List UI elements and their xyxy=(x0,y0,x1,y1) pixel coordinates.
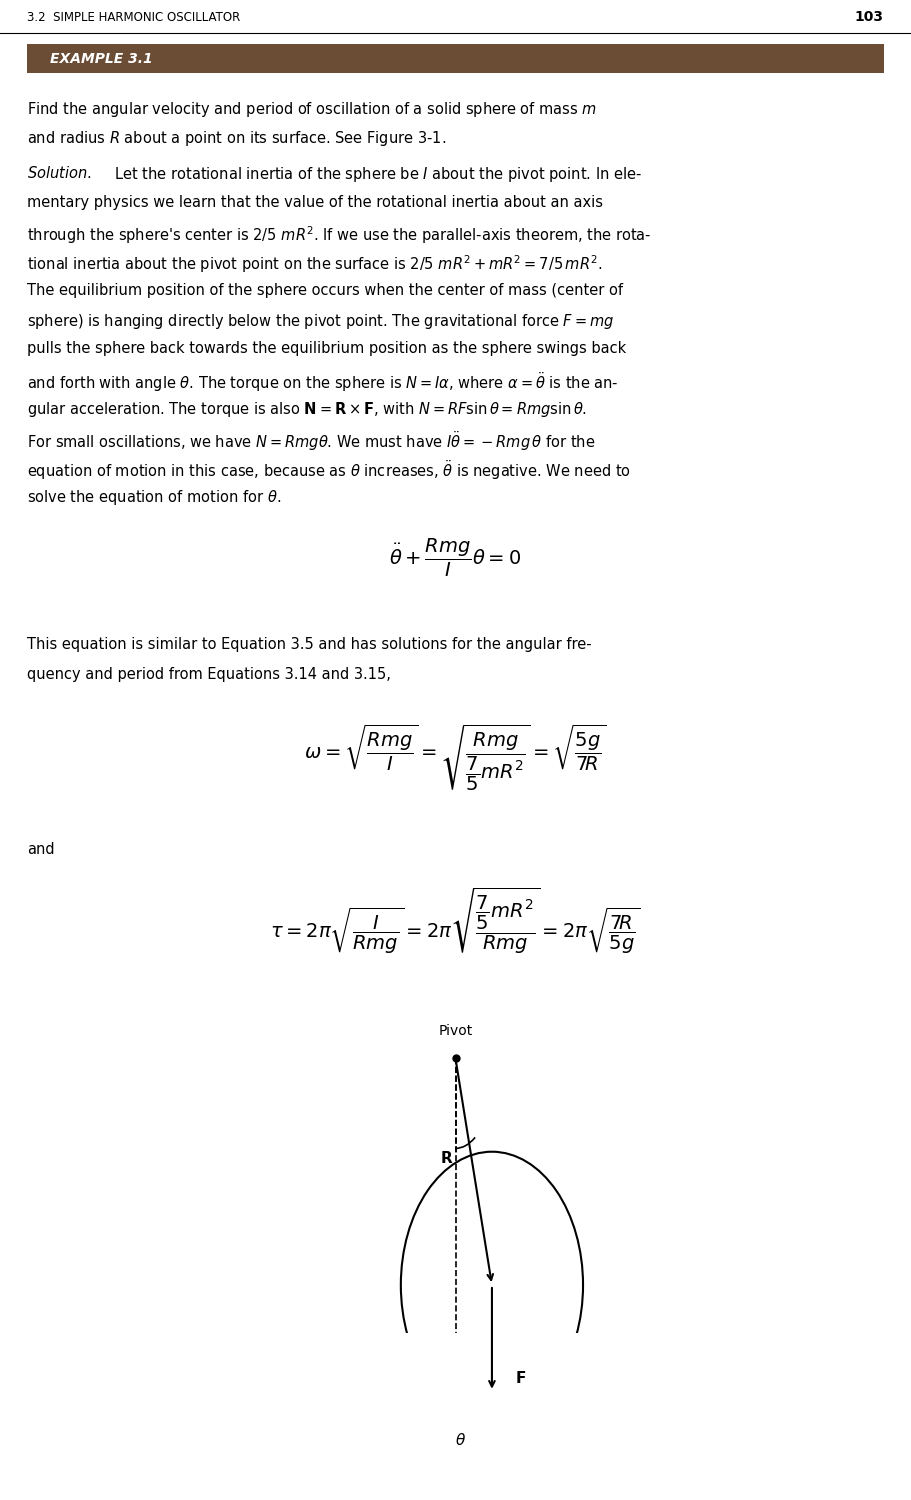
Text: 3.2  SIMPLE HARMONIC OSCILLATOR: 3.2 SIMPLE HARMONIC OSCILLATOR xyxy=(27,10,241,24)
Text: tional inertia about the pivot point on the surface is 2/5 $mR^2 + mR^2 = 7/5\,m: tional inertia about the pivot point on … xyxy=(27,254,603,274)
Text: $\theta$: $\theta$ xyxy=(455,1431,466,1448)
Text: The equilibrium position of the sphere occurs when the center of mass (center of: The equilibrium position of the sphere o… xyxy=(27,282,623,297)
Text: solve the equation of motion for $\theta$.: solve the equation of motion for $\theta… xyxy=(27,488,281,507)
Text: equation of motion in this case, because as $\theta$ increases, $\ddot{\theta}$ : equation of motion in this case, because… xyxy=(27,459,631,483)
Text: $\tau = 2\pi\sqrt{\dfrac{I}{Rmg}} = 2\pi\sqrt{\dfrac{\dfrac{7}{5}mR^2}{Rmg}} = 2: $\tau = 2\pi\sqrt{\dfrac{I}{Rmg}} = 2\pi… xyxy=(271,885,640,956)
Text: $\ddot{\theta} + \dfrac{Rmg}{I}\theta = 0$: $\ddot{\theta} + \dfrac{Rmg}{I}\theta = … xyxy=(390,537,521,579)
Text: gular acceleration. The torque is also $\mathbf{N} = \mathbf{R} \times \mathbf{F: gular acceleration. The torque is also $… xyxy=(27,400,588,418)
Text: pulls the sphere back towards the equilibrium position as the sphere swings back: pulls the sphere back towards the equili… xyxy=(27,340,627,356)
Text: and forth with angle $\theta$. The torque on the sphere is $N = I\alpha$, where : and forth with angle $\theta$. The torqu… xyxy=(27,370,619,394)
Text: For small oscillations, we have $N = Rmg\theta$. We must have $I\ddot{\theta} = : For small oscillations, we have $N = Rmg… xyxy=(27,429,596,453)
Text: Pivot: Pivot xyxy=(438,1024,473,1038)
Text: EXAMPLE 3.1: EXAMPLE 3.1 xyxy=(50,51,153,66)
Text: sphere) is hanging directly below the pivot point. The gravitational force $F = : sphere) is hanging directly below the pi… xyxy=(27,312,615,332)
FancyBboxPatch shape xyxy=(27,44,884,74)
Text: and: and xyxy=(27,843,55,858)
Text: 103: 103 xyxy=(855,10,884,24)
Text: and radius $R$ about a point on its surface. See Figure 3-1.: and radius $R$ about a point on its surf… xyxy=(27,129,446,149)
Text: $\mathbf{R}$: $\mathbf{R}$ xyxy=(440,1150,453,1167)
Text: Find the angular velocity and period of oscillation of a solid sphere of mass $m: Find the angular velocity and period of … xyxy=(27,100,598,118)
Text: Let the rotational inertia of the sphere be $I$ about the pivot point. In ele-: Let the rotational inertia of the sphere… xyxy=(105,165,641,184)
Text: $\mathbf{F}$: $\mathbf{F}$ xyxy=(515,1371,526,1386)
Text: through the sphere's center is 2/5 $mR^2$. If we use the parallel-axis theorem, : through the sphere's center is 2/5 $mR^2… xyxy=(27,224,652,246)
Text: $\it{Solution.}$: $\it{Solution.}$ xyxy=(27,165,92,182)
Text: This equation is similar to Equation 3.5 and has solutions for the angular fre-: This equation is similar to Equation 3.5… xyxy=(27,638,592,652)
Text: mentary physics we learn that the value of the rotational inertia about an axis: mentary physics we learn that the value … xyxy=(27,195,603,210)
Text: quency and period from Equations 3.14 and 3.15,: quency and period from Equations 3.14 an… xyxy=(27,666,391,681)
Text: $\omega = \sqrt{\dfrac{Rmg}{I}} = \sqrt{\dfrac{Rmg}{\dfrac{7}{5}mR^2}} = \sqrt{\: $\omega = \sqrt{\dfrac{Rmg}{I}} = \sqrt{… xyxy=(304,723,607,794)
